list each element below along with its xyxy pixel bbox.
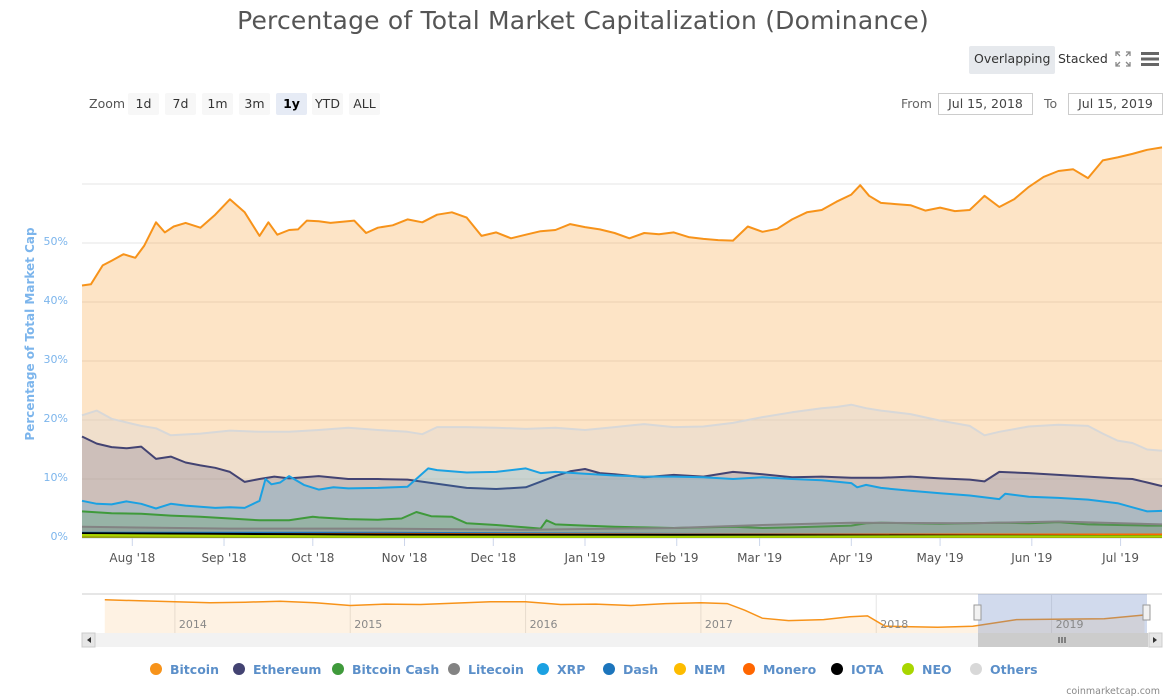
range-1d-button[interactable]: 1d [128, 93, 159, 115]
legend-label: Litecoin [468, 662, 524, 677]
scroll-right-arrow-icon [1153, 637, 1157, 643]
legend-marker-icon [831, 663, 843, 675]
line-xrp [81, 467, 1163, 513]
x-tick-label: Nov '18 [381, 551, 428, 565]
navigator-right-handle[interactable] [1142, 604, 1151, 621]
zoom-label: Zoom [89, 96, 126, 111]
legend-item-bitcoin-cash[interactable]: Bitcoin Cash [332, 662, 439, 677]
legend-marker-icon [233, 663, 245, 675]
navigator-year-label: 2017 [704, 618, 733, 631]
y-tick-label: 0% [50, 530, 68, 543]
x-tick-label: Feb '19 [654, 551, 699, 565]
legend-item-dash[interactable]: Dash [603, 662, 658, 677]
navigator-year-label: 2018 [880, 618, 909, 631]
x-tick-label: May '19 [916, 551, 964, 565]
range-1y-button[interactable]: 1y [276, 93, 307, 115]
area-bitcoin [82, 147, 1162, 538]
navigator-left-handle[interactable] [973, 604, 982, 621]
x-tick-label: Apr '19 [829, 551, 873, 565]
legend-label: Bitcoin [170, 662, 219, 677]
to-date-input[interactable] [1068, 93, 1163, 115]
line-litecoin [81, 520, 1163, 531]
navigator-year-label: 2019 [1055, 618, 1084, 631]
y-tick-label: 20% [43, 412, 68, 425]
legend-item-bitcoin[interactable]: Bitcoin [150, 662, 219, 677]
legend-label: Others [990, 662, 1038, 677]
legend-marker-icon [674, 663, 686, 675]
legend-label: NEO [922, 662, 952, 677]
legend-item-iota[interactable]: IOTA [831, 662, 884, 677]
x-tick-label: Mar '19 [737, 551, 783, 565]
x-tick-label: Sep '18 [201, 551, 247, 565]
credits-link[interactable]: coinmarketcap.com [1066, 686, 1160, 697]
navigator-line [104, 599, 1145, 628]
navigator-year-label: 2014 [178, 618, 207, 631]
y-tick-label: 40% [43, 294, 68, 307]
x-tick-label: Jan '19 [564, 551, 606, 565]
legend-item-nem[interactable]: NEM [674, 662, 725, 677]
line-neo [81, 534, 1162, 538]
legend-marker-icon [537, 663, 549, 675]
navigator-year-label: 2016 [529, 618, 558, 631]
scroll-left-arrow-icon [87, 637, 91, 643]
legend-item-ethereum[interactable]: Ethereum [233, 662, 321, 677]
y-tick-label: 30% [43, 353, 68, 366]
y-tick-label: 10% [43, 471, 68, 484]
legend-marker-icon [150, 663, 162, 675]
hamburger-menu-icon[interactable] [1140, 51, 1160, 67]
legend-label: Dash [623, 662, 659, 677]
scrollbar-track [82, 633, 1162, 647]
legend-item-neo[interactable]: NEO [902, 662, 952, 677]
fullscreen-icon[interactable] [1115, 51, 1131, 67]
area-others [82, 404, 1162, 538]
legend-label: Ethereum [253, 662, 322, 677]
range-7d-button[interactable]: 7d [165, 93, 196, 115]
range-3m-button[interactable]: 3m [239, 93, 270, 115]
legend-item-litecoin[interactable]: Litecoin [448, 662, 524, 677]
to-label: To [1044, 96, 1058, 111]
range-ytd-button[interactable]: YTD [312, 93, 343, 115]
legend-item-xrp[interactable]: XRP [537, 662, 585, 677]
from-label: From [901, 96, 932, 111]
from-date-input[interactable] [938, 93, 1033, 115]
legend-label: Monero [763, 662, 817, 677]
x-tick-label: Jul '19 [1102, 551, 1139, 565]
x-tick-label: Dec '18 [470, 551, 517, 565]
line-ethereum [81, 435, 1163, 490]
x-tick-label: Oct '18 [291, 551, 335, 565]
line-bitcoin [81, 146, 1163, 287]
stacked-mode-button[interactable]: Stacked [1058, 51, 1108, 66]
range-1m-button[interactable]: 1m [202, 93, 233, 115]
range-all-button[interactable]: ALL [349, 93, 380, 115]
legend-marker-icon [332, 663, 344, 675]
scrollbar-thumb[interactable] [978, 633, 1148, 647]
navigator-selection [978, 594, 1147, 633]
area-bitcoin-cash [82, 511, 1162, 538]
legend-marker-icon [970, 663, 982, 675]
legend-item-others[interactable]: Others [970, 662, 1038, 677]
area-xrp [82, 468, 1162, 538]
legend-marker-icon [603, 663, 615, 675]
legend-marker-icon [743, 663, 755, 675]
chart-legend: Bitcoin Ethereum Bitcoin Cash Litecoin XRP Da… [0, 662, 1166, 680]
navigator-year-label: 2015 [354, 618, 383, 631]
line-others [81, 403, 1163, 452]
area-ethereum [82, 436, 1162, 538]
legend-label: Bitcoin Cash [352, 662, 440, 677]
legend-item-monero[interactable]: Monero [743, 662, 816, 677]
chart-title: Percentage of Total Market Capitalizatio… [237, 6, 929, 35]
navigator-area [104, 599, 1145, 633]
legend-label: IOTA [851, 662, 884, 677]
overlapping-mode-button[interactable]: Overlapping [969, 46, 1056, 74]
legend-marker-icon [448, 663, 460, 675]
legend-label: XRP [557, 662, 586, 677]
legend-label: NEM [694, 662, 726, 677]
x-tick-label: Aug '18 [109, 551, 156, 565]
legend-marker-icon [902, 663, 914, 675]
x-tick-label: Jun '19 [1011, 551, 1053, 565]
y-tick-label: 50% [43, 235, 68, 248]
